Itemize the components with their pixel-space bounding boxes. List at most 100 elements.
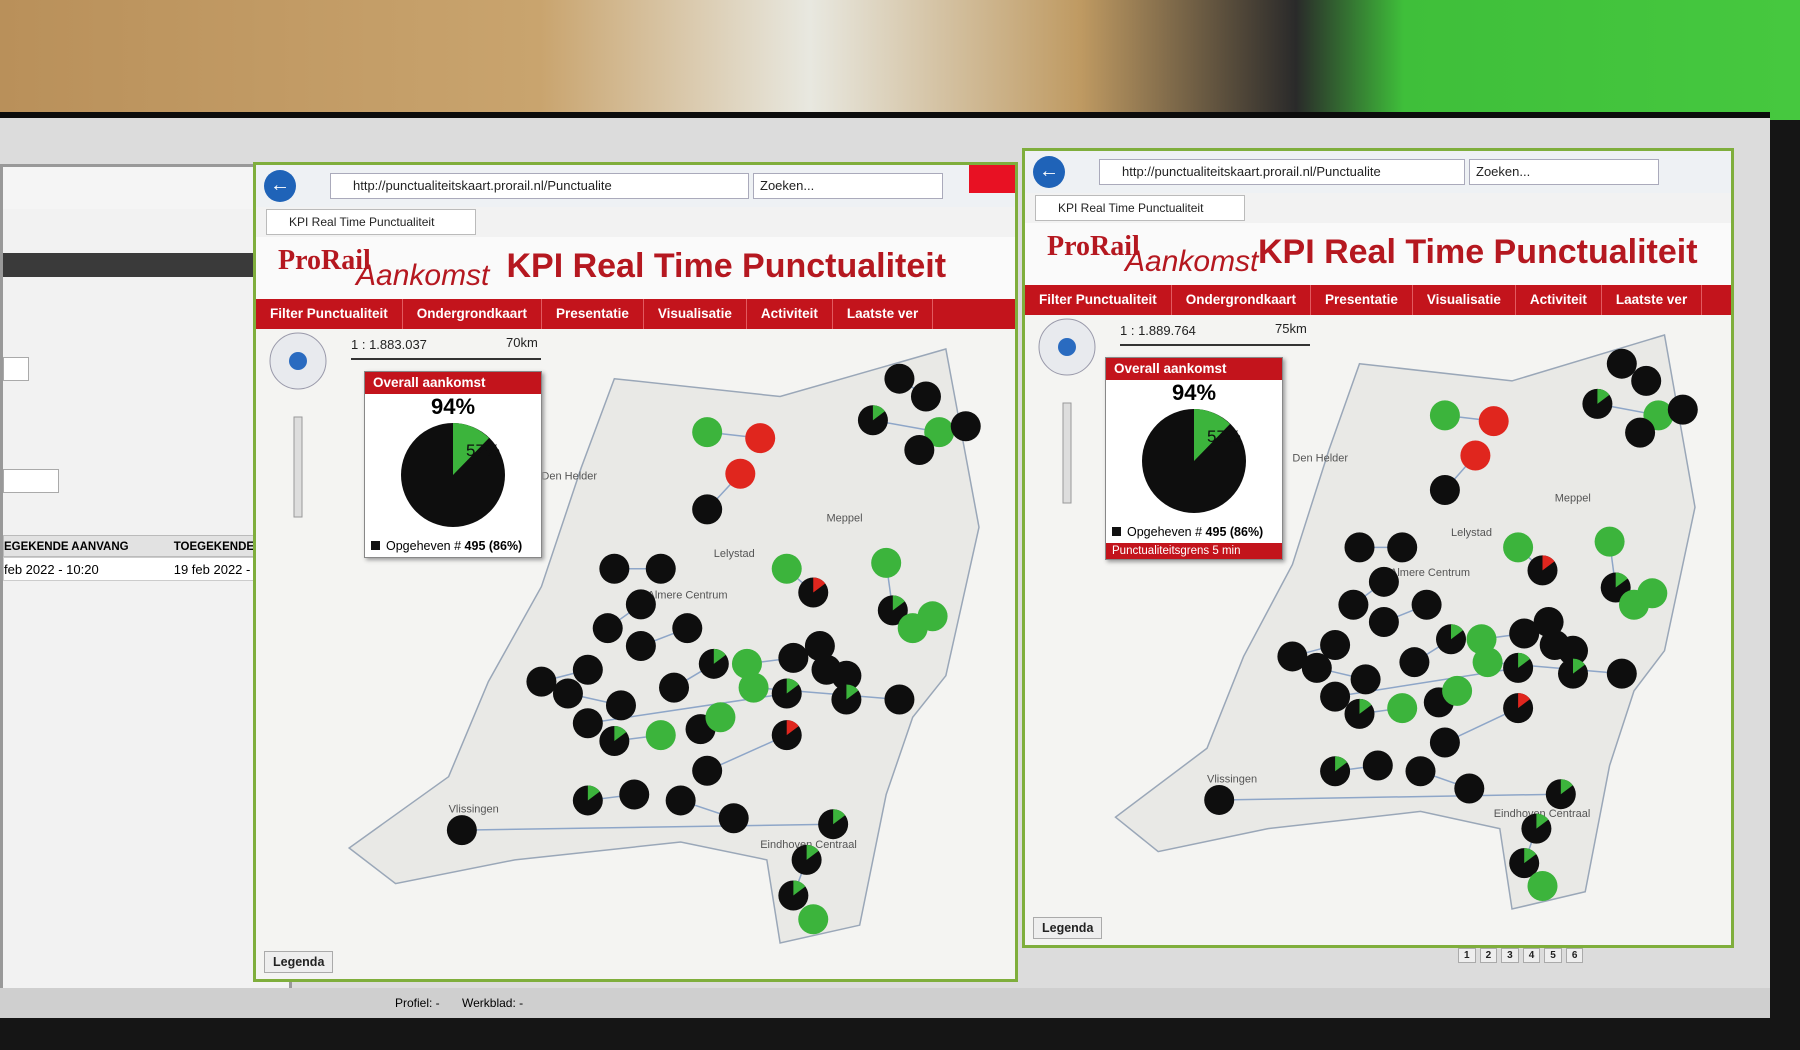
menu-item[interactable]: Presentatie [1311,285,1413,315]
station[interactable] [1509,618,1540,649]
station[interactable] [1667,394,1698,425]
station[interactable] [1442,675,1473,706]
station[interactable] [1362,750,1393,781]
station[interactable] [804,631,835,661]
legend-button[interactable]: Legenda [1033,917,1103,939]
menu-item[interactable]: Filter Punctualiteit [1025,285,1172,315]
station[interactable] [645,720,676,751]
station[interactable] [745,423,776,454]
page-button[interactable]: 2 [1479,948,1498,963]
tab[interactable]: KPI Real Time Punctualiteit [266,209,476,235]
station[interactable] [798,904,829,935]
station[interactable] [1411,589,1442,620]
zoom-slider[interactable] [293,416,303,518]
station[interactable] [771,553,802,584]
station[interactable] [910,381,941,412]
back-button[interactable]: ← [264,170,296,202]
station[interactable] [599,553,630,584]
station[interactable] [1277,641,1308,672]
station[interactable] [659,672,690,703]
station[interactable] [1533,607,1564,637]
station[interactable] [1637,578,1668,609]
menu-item[interactable]: Laatste ver [1602,285,1703,315]
menu-item[interactable]: Visualisatie [1413,285,1516,315]
station[interactable] [1368,566,1399,597]
address-bar[interactable]: http://punctualiteitskaart.prorail.nl/Pu… [330,173,749,199]
station[interactable] [1478,406,1509,437]
station[interactable] [950,411,981,442]
station[interactable] [1625,417,1656,448]
station[interactable] [592,613,623,644]
page-button[interactable]: 4 [1522,948,1541,963]
station[interactable] [1429,474,1460,505]
input[interactable] [3,469,59,493]
station[interactable] [625,589,656,620]
page-button[interactable]: 5 [1544,948,1562,963]
menu-item[interactable]: Laatste ver [833,299,934,329]
station[interactable] [731,648,762,679]
station[interactable] [572,708,603,739]
station[interactable] [672,613,703,644]
station[interactable] [1368,607,1399,637]
menu-item[interactable]: Activiteit [747,299,833,329]
page-button[interactable]: 1 [1458,948,1476,963]
station[interactable] [1320,681,1351,712]
station[interactable] [446,815,477,846]
station[interactable] [1204,784,1235,815]
station[interactable] [552,678,583,709]
menu-item[interactable]: Filter Punctualiteit [256,299,403,329]
station[interactable] [692,417,723,448]
station[interactable] [1429,400,1460,431]
station[interactable] [692,755,723,786]
station[interactable] [831,660,862,691]
station[interactable] [738,672,769,703]
zoom-slider[interactable] [1062,402,1072,504]
station[interactable] [1350,664,1381,695]
station[interactable] [625,631,656,661]
station[interactable] [871,547,902,578]
station[interactable] [924,417,955,448]
station[interactable] [1606,348,1637,379]
station[interactable] [884,684,915,715]
menu-item[interactable]: Ondergrondkaart [403,299,543,329]
station[interactable] [778,642,809,673]
station[interactable] [1344,532,1375,563]
station[interactable] [605,690,636,721]
station[interactable] [1594,526,1625,557]
station[interactable] [1631,365,1662,396]
station[interactable] [1527,871,1558,902]
station[interactable] [1454,773,1485,804]
station[interactable] [1387,532,1418,563]
menu-item[interactable]: Visualisatie [644,299,747,329]
station[interactable] [665,785,696,816]
station[interactable] [1338,589,1369,620]
station[interactable] [1320,629,1351,660]
station[interactable] [1301,652,1332,683]
station[interactable] [1460,440,1491,471]
page-button[interactable]: 3 [1501,948,1519,963]
station[interactable] [1558,635,1588,666]
search-box[interactable]: Zoeken... [753,173,943,199]
menu-item[interactable]: Ondergrondkaart [1172,285,1312,315]
station[interactable] [904,434,935,465]
station[interactable] [1503,532,1534,563]
legend-button[interactable]: Legenda [264,951,334,973]
tab[interactable]: KPI Real Time Punctualiteit [1035,195,1245,221]
station[interactable] [1429,727,1460,758]
station[interactable] [1606,658,1637,689]
input[interactable] [3,357,29,381]
station[interactable] [645,553,676,584]
back-button[interactable]: ← [1033,156,1065,188]
menu-item[interactable]: Activiteit [1516,285,1602,315]
station[interactable] [1466,624,1497,655]
close-button[interactable] [969,165,1015,193]
station[interactable] [917,601,948,632]
station[interactable] [718,803,749,834]
station[interactable] [1472,647,1503,678]
table-row[interactable]: feb 2022 - 10:20 19 feb 2022 - 15: [3,557,271,581]
search-box[interactable]: Zoeken... [1469,159,1659,185]
station[interactable] [692,494,723,525]
station[interactable] [705,702,736,733]
station[interactable] [1387,693,1418,724]
station[interactable] [572,654,603,685]
